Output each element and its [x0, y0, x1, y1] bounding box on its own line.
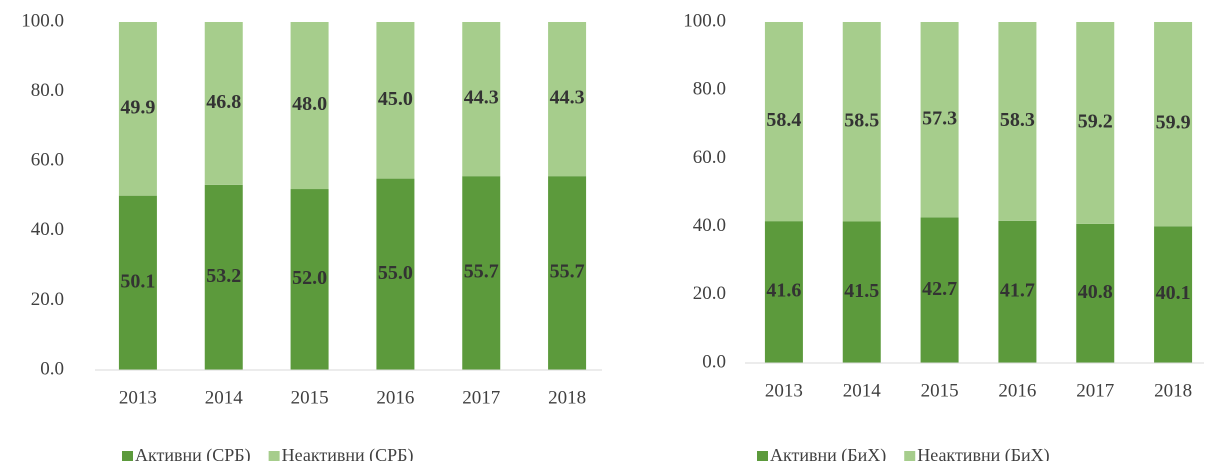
data-label: 58.3 — [1000, 109, 1035, 131]
y-tick-label: 0.0 — [702, 351, 726, 372]
bar-segment — [1076, 223, 1115, 363]
data-label: 55.7 — [464, 261, 499, 283]
bar-segment — [1076, 22, 1115, 224]
bar-segment — [842, 221, 881, 363]
bar-segment — [920, 217, 959, 363]
bar-segment — [1154, 226, 1193, 363]
y-tick-label: 80.0 — [31, 80, 64, 101]
legend-label: Неактивни (БиХ) — [917, 445, 1049, 461]
data-label: 41.7 — [1000, 279, 1035, 301]
y-tick-label: 20.0 — [693, 283, 726, 304]
legend-swatch — [122, 451, 133, 461]
x-tick-label: 2014 — [843, 380, 882, 401]
y-tick-label: 100.0 — [21, 10, 64, 31]
data-label: 55.7 — [550, 261, 585, 283]
data-label: 41.5 — [844, 280, 879, 302]
legend-label: Активни (СРБ) — [135, 445, 251, 461]
data-label: 59.2 — [1078, 111, 1113, 133]
data-label: 50.1 — [120, 270, 155, 292]
bar-segment — [290, 22, 329, 190]
bar-segment — [998, 22, 1037, 221]
legend-swatch — [757, 451, 768, 461]
y-tick-label: 100.0 — [683, 10, 726, 31]
x-tick-label: 2016 — [376, 387, 414, 408]
bar-segment — [548, 22, 587, 177]
legend-label: Неактивни (СРБ) — [282, 445, 414, 461]
bar-segment — [920, 22, 959, 218]
x-tick-label: 2015 — [921, 380, 959, 401]
data-label: 48.0 — [292, 93, 327, 115]
bar-segment — [290, 189, 329, 370]
bar-segment — [376, 22, 415, 179]
x-tick-label: 2016 — [998, 380, 1036, 401]
data-label: 53.2 — [206, 265, 241, 287]
y-tick-label: 80.0 — [693, 79, 726, 100]
x-tick-label: 2013 — [119, 387, 157, 408]
y-tick-label: 40.0 — [693, 215, 726, 236]
data-label: 55.0 — [378, 262, 413, 284]
bar-segment — [118, 22, 157, 196]
data-label: 40.1 — [1156, 282, 1191, 304]
bar-segment — [462, 22, 501, 177]
bar-segment — [204, 184, 243, 370]
bar-segment — [764, 22, 803, 222]
data-label: 44.3 — [464, 87, 499, 109]
data-label: 49.9 — [120, 96, 155, 118]
x-tick-label: 2018 — [1154, 380, 1192, 401]
legend-swatch — [904, 451, 916, 461]
x-tick-label: 2017 — [1076, 380, 1114, 401]
x-tick-label: 2013 — [765, 380, 803, 401]
x-tick-label: 2015 — [291, 387, 329, 408]
data-label: 57.3 — [922, 107, 957, 129]
y-tick-label: 20.0 — [31, 289, 64, 310]
bar-segment — [376, 178, 415, 370]
bar-segment — [462, 176, 501, 370]
y-tick-label: 60.0 — [31, 150, 64, 171]
bar-segment — [998, 220, 1037, 363]
data-label: 46.8 — [206, 91, 241, 113]
x-tick-label: 2014 — [205, 387, 244, 408]
x-tick-label: 2017 — [462, 387, 500, 408]
bar-segment — [548, 176, 587, 370]
data-label: 44.3 — [550, 87, 585, 109]
data-label: 41.6 — [766, 280, 801, 302]
x-tick-label: 2018 — [548, 387, 586, 408]
bar-segment — [118, 195, 157, 370]
data-label: 42.7 — [922, 278, 957, 300]
y-tick-label: 40.0 — [31, 219, 64, 240]
data-label: 52.0 — [292, 267, 327, 289]
data-label: 59.9 — [1156, 112, 1191, 134]
bar-segment — [842, 22, 881, 222]
data-label: 58.4 — [766, 109, 801, 131]
data-label: 58.5 — [844, 109, 879, 131]
bar-segment — [764, 221, 803, 363]
bar-segment — [1154, 22, 1193, 227]
data-label: 40.8 — [1078, 281, 1113, 303]
legend-label: Активни (БиХ) — [770, 445, 886, 461]
data-label: 45.0 — [378, 88, 413, 110]
legend-swatch — [268, 451, 280, 461]
bar-segment — [204, 22, 243, 185]
y-tick-label: 60.0 — [693, 147, 726, 168]
y-tick-label: 0.0 — [40, 358, 64, 379]
